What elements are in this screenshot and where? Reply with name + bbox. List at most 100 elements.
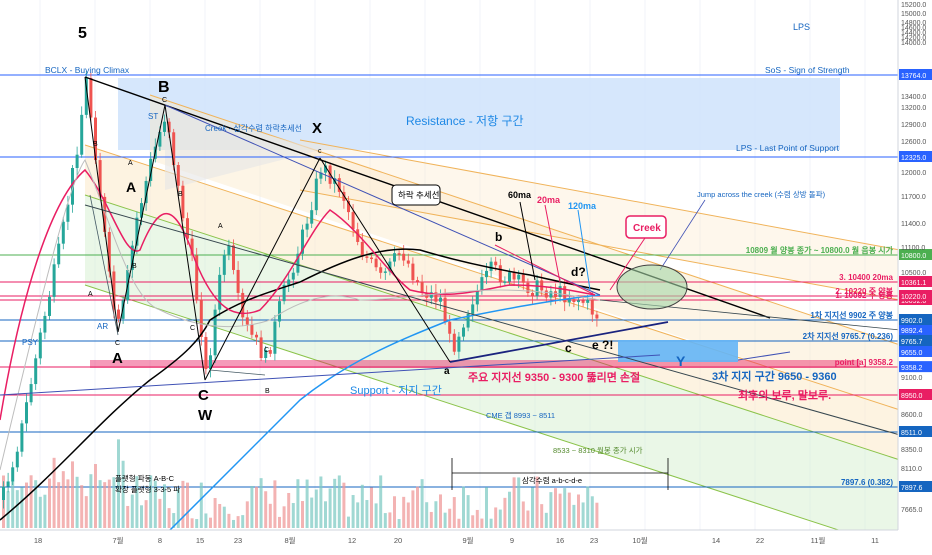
- volume-bar: [351, 495, 355, 528]
- wave-d-label: d?: [571, 265, 586, 279]
- candle-body: [310, 210, 314, 224]
- candle-body: [540, 280, 544, 291]
- wave-Y-label: Y: [676, 353, 686, 369]
- wave-X-label: X: [312, 120, 322, 137]
- candle-body: [586, 299, 590, 303]
- volume-bar: [190, 518, 194, 528]
- volume-bar: [255, 486, 258, 528]
- y-tick-label: 13400.0: [901, 94, 926, 101]
- wave-W-label: W: [198, 407, 213, 424]
- candle-body: [301, 229, 304, 254]
- wave-B-label: B: [158, 79, 170, 96]
- volume-bar: [540, 504, 544, 528]
- volume-bar: [291, 503, 295, 528]
- y-tick-highlight: [899, 151, 932, 162]
- volume-bar: [52, 457, 56, 528]
- level-label: 7897.6 (0.382): [841, 478, 893, 487]
- candle-body: [581, 300, 585, 303]
- volume-bar: [521, 501, 525, 528]
- volume-bar: [586, 486, 590, 528]
- small-c-label-5: c: [318, 148, 322, 155]
- volume-bar: [425, 502, 429, 528]
- x-tick-label: 14: [712, 536, 720, 545]
- volume-bar: [471, 515, 475, 528]
- candle-body: [6, 481, 10, 487]
- volume-bar: [494, 507, 498, 528]
- jump-pointer: [659, 199, 706, 271]
- x-tick-label: 23: [234, 536, 242, 545]
- lps-label: LPS - Last Point of Support: [736, 143, 840, 153]
- volume-bar: [287, 492, 291, 528]
- volume-bar: [508, 491, 511, 528]
- y-tick-label: 10361.1: [901, 280, 926, 287]
- x-tick-label: 16: [556, 536, 564, 545]
- volume-bar: [34, 480, 38, 528]
- candle-body: [508, 272, 511, 282]
- level-label: 2차 지지선 9765.7 (0.236): [803, 331, 894, 341]
- candle-body: [195, 255, 199, 301]
- small-b-label-2: B: [132, 263, 137, 270]
- creek-trend-line: [164, 104, 601, 296]
- volume-bar: [485, 487, 488, 528]
- volume-bar: [480, 518, 484, 528]
- ma-120-line: [149, 294, 601, 551]
- candle-body: [411, 263, 415, 281]
- wave-e-label: e ?!: [592, 338, 613, 352]
- candle-body: [305, 223, 309, 230]
- candle-body: [494, 261, 498, 266]
- volume-bar: [549, 492, 553, 528]
- volume-bar: [66, 479, 70, 528]
- small-c-label-2: C: [115, 340, 120, 347]
- xw-line-2: [319, 157, 451, 363]
- candle-body: [526, 282, 530, 294]
- y-tick-label: 14200.0: [901, 35, 926, 42]
- x-tick-label: 8: [158, 536, 162, 545]
- level-label: 1. 10092 주 양봉: [835, 290, 893, 300]
- down-trend-label: 하락 추세선: [398, 190, 439, 200]
- candle-body: [71, 168, 74, 205]
- abc-line-1: [84, 76, 119, 333]
- volume-bar: [429, 511, 433, 528]
- volume-bar: [94, 464, 97, 528]
- candle-body: [186, 218, 189, 239]
- ar-label: AR: [97, 322, 108, 331]
- volume-bar: [209, 517, 212, 528]
- wave-5-label: 5: [78, 25, 87, 42]
- volume-bar: [264, 491, 268, 528]
- volume-bar: [342, 482, 346, 528]
- volume-bar: [360, 484, 364, 528]
- volume-bar: [273, 480, 277, 528]
- y-tick-label: 10500.0: [901, 270, 926, 277]
- triangle-bottom-line: [0, 354, 661, 396]
- candle-body: [259, 337, 263, 358]
- volume-bar: [577, 494, 580, 528]
- volume-bar: [563, 488, 567, 528]
- volume-bar: [416, 486, 419, 528]
- last-bastion-label: 최후의 보루, 말보루.: [738, 388, 831, 402]
- candle-body: [204, 336, 208, 370]
- candle-body: [140, 203, 143, 218]
- candle-body: [296, 253, 300, 273]
- candle-body: [282, 284, 286, 302]
- volume-bar: [590, 496, 594, 528]
- level-label: point [a] 9358.2: [835, 358, 894, 367]
- bottom-axis-panel: [0, 530, 932, 550]
- volume-bar: [466, 495, 470, 528]
- ma-60-line: [0, 248, 601, 521]
- candle-body: [434, 292, 438, 302]
- x-tick-label: 11: [871, 536, 879, 545]
- wave-A-label-1: A: [126, 179, 136, 195]
- candle-body: [595, 314, 599, 319]
- volume-bar: [347, 516, 350, 528]
- volume-bar: [535, 476, 539, 528]
- volume-bar: [383, 513, 387, 528]
- xw-line-1: [204, 157, 321, 381]
- st-label: ST: [148, 112, 158, 121]
- volume-bar: [25, 482, 28, 528]
- volume-bar: [388, 512, 392, 528]
- candle-body: [572, 299, 576, 303]
- volume-bar: [107, 479, 111, 528]
- volume-bar: [241, 515, 245, 528]
- volume-bar: [135, 476, 139, 528]
- y-tick-label: 13764.0: [901, 73, 926, 80]
